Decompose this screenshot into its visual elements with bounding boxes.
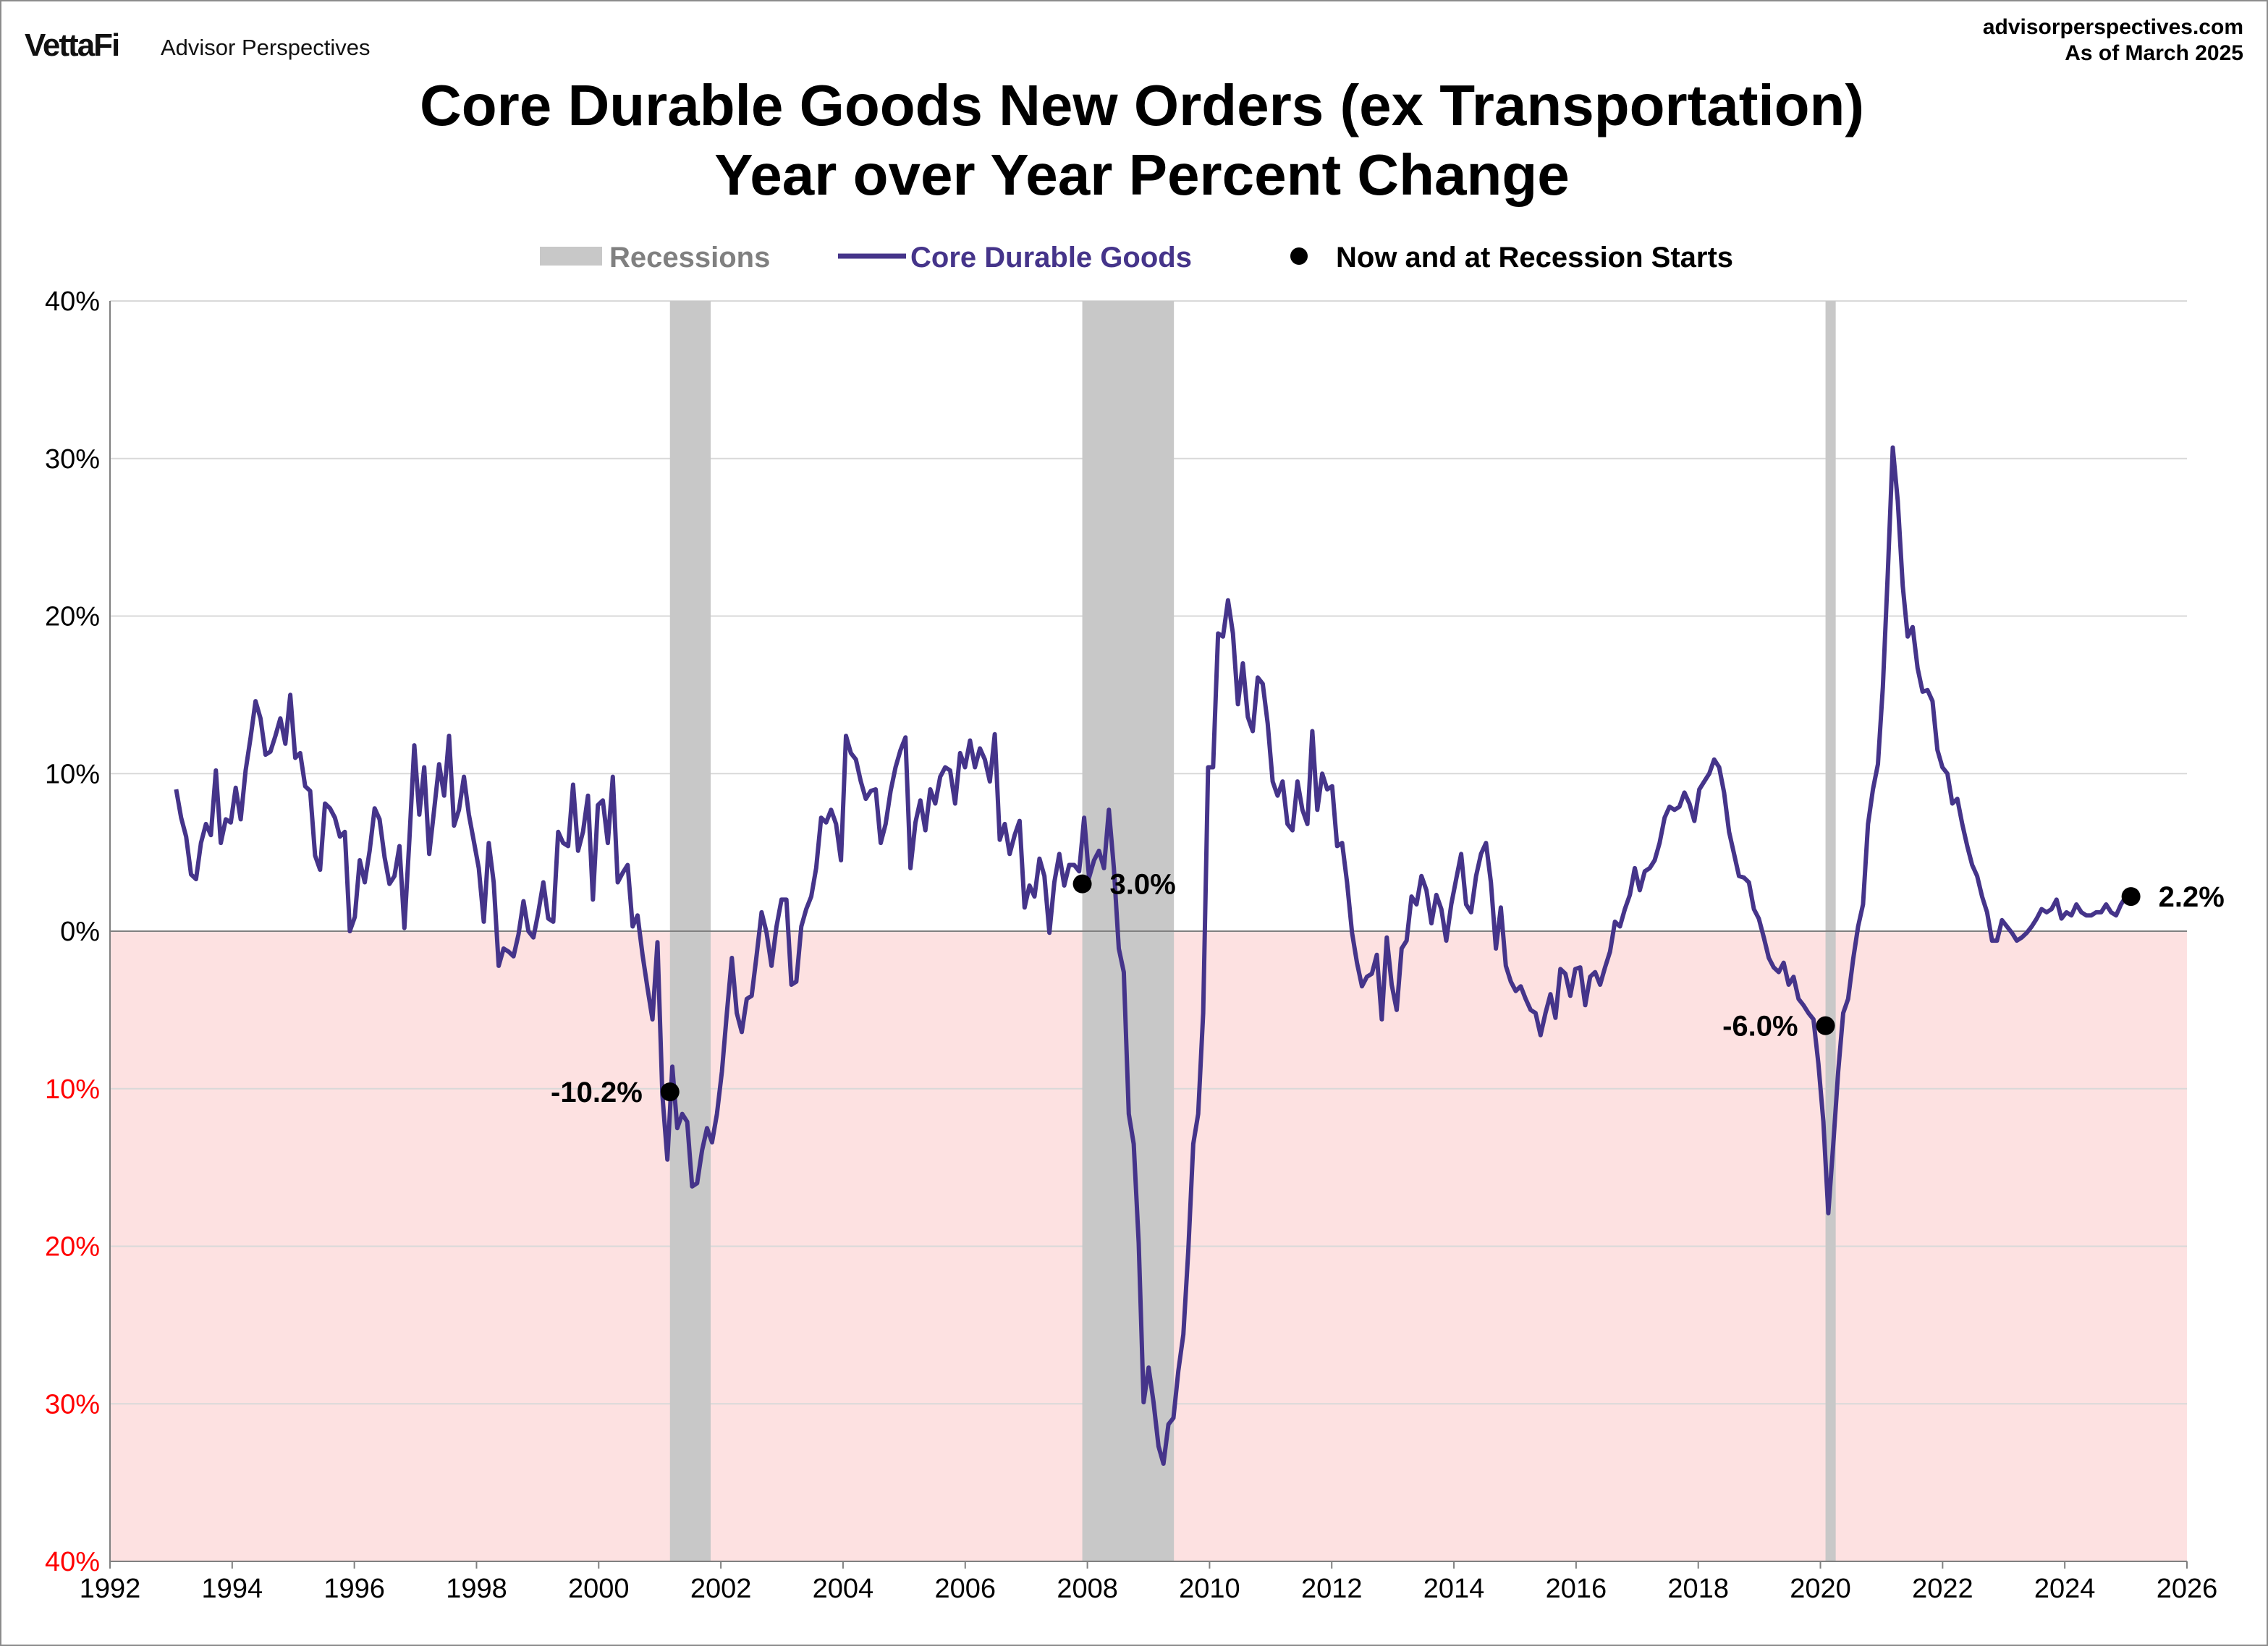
x-tick-label: 1996 xyxy=(323,1574,385,1604)
y-tick-label: 10% xyxy=(45,759,100,789)
marker-point xyxy=(1816,1016,1835,1035)
marker-label: 3.0% xyxy=(1110,869,1176,901)
x-tick-label: 2016 xyxy=(1546,1574,1607,1604)
y-tick-label: 20% xyxy=(45,1232,100,1263)
y-tick-label: 30% xyxy=(45,1389,100,1420)
y-tick-label: 30% xyxy=(45,444,100,475)
x-tick-label: 2002 xyxy=(690,1574,752,1604)
y-tick-label: 10% xyxy=(45,1074,100,1105)
marker-point xyxy=(660,1082,680,1102)
y-tick-label: 40% xyxy=(45,287,100,317)
vettafi-logo: VettaFi xyxy=(25,27,120,63)
x-tick-label: 2000 xyxy=(568,1574,630,1604)
marker-label: 2.2% xyxy=(2159,881,2225,913)
y-tick-label: 20% xyxy=(45,602,100,632)
x-tick-label: 2024 xyxy=(2034,1574,2096,1604)
legend-recessions-label: Recessions xyxy=(609,242,770,273)
x-tick-label: 2018 xyxy=(1667,1574,1729,1604)
title-line-2: Year over Year Percent Change xyxy=(714,143,1570,207)
brand-name: Advisor Perspectives xyxy=(161,35,371,60)
site-url: advisorperspectives.com xyxy=(1982,15,2243,39)
x-tick-label: 1998 xyxy=(446,1574,507,1604)
x-tick-label: 2004 xyxy=(813,1574,874,1604)
x-tick-label: 2006 xyxy=(934,1574,996,1604)
x-tick-label: 2022 xyxy=(1912,1574,1973,1604)
marker-point xyxy=(1072,874,1092,894)
marker-point xyxy=(2121,887,2141,907)
x-tick-label: 2020 xyxy=(1790,1574,1851,1604)
legend: Recessions Core Durable Goods Now and at… xyxy=(540,242,1733,273)
title-line-1: Core Durable Goods New Orders (ex Transp… xyxy=(420,73,1864,137)
legend-series-label: Core Durable Goods xyxy=(910,242,1192,273)
x-tick-label: 1992 xyxy=(80,1574,141,1604)
legend-marker-swatch xyxy=(1290,247,1308,265)
as-of-date: As of March 2025 xyxy=(2065,41,2243,65)
legend-markers-label: Now and at Recession Starts xyxy=(1336,242,1733,273)
x-tick-label: 2026 xyxy=(2157,1574,2218,1604)
legend-recession-swatch xyxy=(540,247,602,266)
marker-label: -6.0% xyxy=(1722,1011,1798,1043)
y-tick-label: 40% xyxy=(45,1547,100,1577)
chart-title: Core Durable Goods New Orders (ex Transp… xyxy=(0,71,2268,210)
marker-label: -10.2% xyxy=(551,1077,643,1108)
x-tick-label: 2012 xyxy=(1301,1574,1363,1604)
series-line-core-durable-goods xyxy=(174,445,2131,1466)
x-tick-label: 2008 xyxy=(1057,1574,1118,1604)
x-tick-label: 2014 xyxy=(1423,1574,1485,1604)
x-tick-label: 2010 xyxy=(1179,1574,1240,1604)
source-info: advisorperspectives.com As of March 2025 xyxy=(1983,14,2243,67)
y-tick-label: 0% xyxy=(60,917,100,947)
plot-area: 40%30%20%10%0%10%20%30%40%1992 1994 1996 19… xyxy=(45,287,2225,1604)
x-tick-label: 1994 xyxy=(202,1574,263,1604)
